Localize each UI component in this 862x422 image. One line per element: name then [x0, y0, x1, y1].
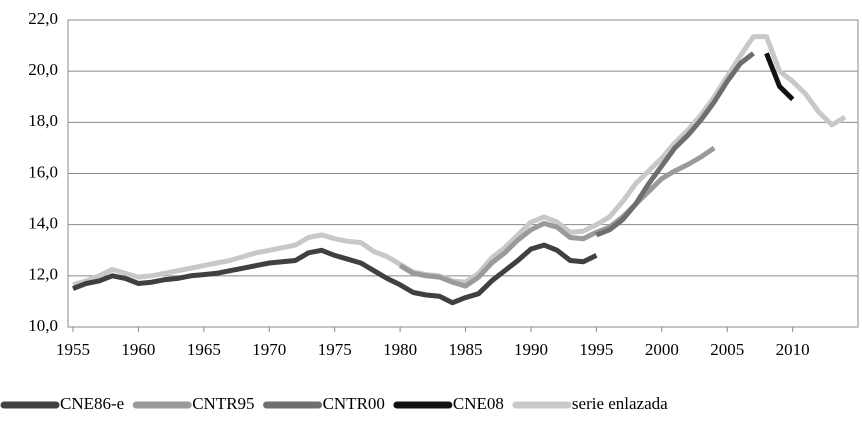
x-tick-label: 1970	[252, 340, 286, 359]
y-tick-label: 20,0	[28, 60, 58, 79]
x-tick-label: 1995	[579, 340, 613, 359]
series-line	[764, 52, 795, 102]
legend-label: CNTR95	[192, 394, 254, 413]
y-tick-label: 18,0	[28, 111, 58, 130]
x-tick-label: 2010	[776, 340, 810, 359]
x-tick-label: 1965	[187, 340, 221, 359]
y-tick-label: 22,0	[28, 9, 58, 28]
x-tick-label: 1975	[318, 340, 352, 359]
series-line	[398, 145, 716, 289]
x-tick-label: 1985	[449, 340, 483, 359]
x-tick-label: 1980	[383, 340, 417, 359]
legend-label: CNE86-e	[60, 394, 124, 413]
x-tick-label: 2005	[710, 340, 744, 359]
y-tick-label: 14,0	[28, 214, 58, 233]
y-tick-label: 10,0	[28, 316, 58, 335]
series-line	[72, 34, 847, 288]
y-tick-label: 16,0	[28, 162, 58, 181]
series-line	[72, 242, 598, 306]
y-tick-label: 12,0	[28, 265, 58, 284]
legend-label: serie enlazada	[572, 394, 668, 413]
legend-label: CNE08	[453, 394, 504, 413]
x-tick-label: 2000	[645, 340, 679, 359]
x-tick-label: 1960	[121, 340, 155, 359]
x-tick-label: 1990	[514, 340, 548, 359]
legend-label: CNTR00	[323, 394, 385, 413]
x-tick-label: 1955	[56, 340, 90, 359]
series-line	[595, 51, 755, 238]
